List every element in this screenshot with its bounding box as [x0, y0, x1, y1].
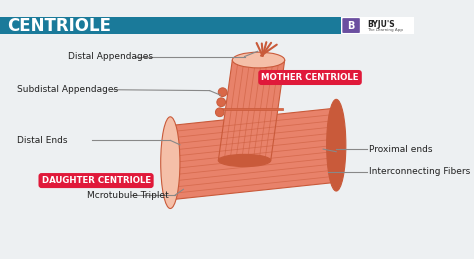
Text: DAUGHTER CENTRIOLE: DAUGHTER CENTRIOLE	[42, 176, 151, 185]
Circle shape	[217, 98, 226, 107]
Text: Proximal ends: Proximal ends	[369, 145, 432, 154]
Polygon shape	[170, 108, 336, 200]
Bar	[0, 17, 414, 34]
Text: B: B	[347, 20, 355, 31]
Circle shape	[218, 88, 227, 97]
Text: Distal Ends: Distal Ends	[18, 136, 68, 145]
Text: Distal Appendages: Distal Appendages	[68, 52, 153, 61]
Text: The Learning App: The Learning App	[367, 28, 403, 32]
Ellipse shape	[219, 154, 271, 167]
Ellipse shape	[232, 52, 285, 68]
Text: Interconnecting Fibers: Interconnecting Fibers	[369, 167, 470, 176]
FancyBboxPatch shape	[342, 18, 360, 33]
Text: CENTRIOLE: CENTRIOLE	[7, 17, 111, 34]
Polygon shape	[220, 108, 283, 110]
Text: MOTHER CENTRIOLE: MOTHER CENTRIOLE	[261, 73, 359, 82]
Bar	[341, 17, 414, 34]
Polygon shape	[219, 60, 285, 161]
Ellipse shape	[161, 117, 180, 208]
Circle shape	[216, 108, 224, 117]
Text: Subdistal Appendages: Subdistal Appendages	[18, 85, 118, 94]
Text: BYJU'S: BYJU'S	[367, 20, 394, 29]
Ellipse shape	[327, 99, 346, 191]
Text: Mcrotubule Triplet: Mcrotubule Triplet	[87, 191, 169, 200]
